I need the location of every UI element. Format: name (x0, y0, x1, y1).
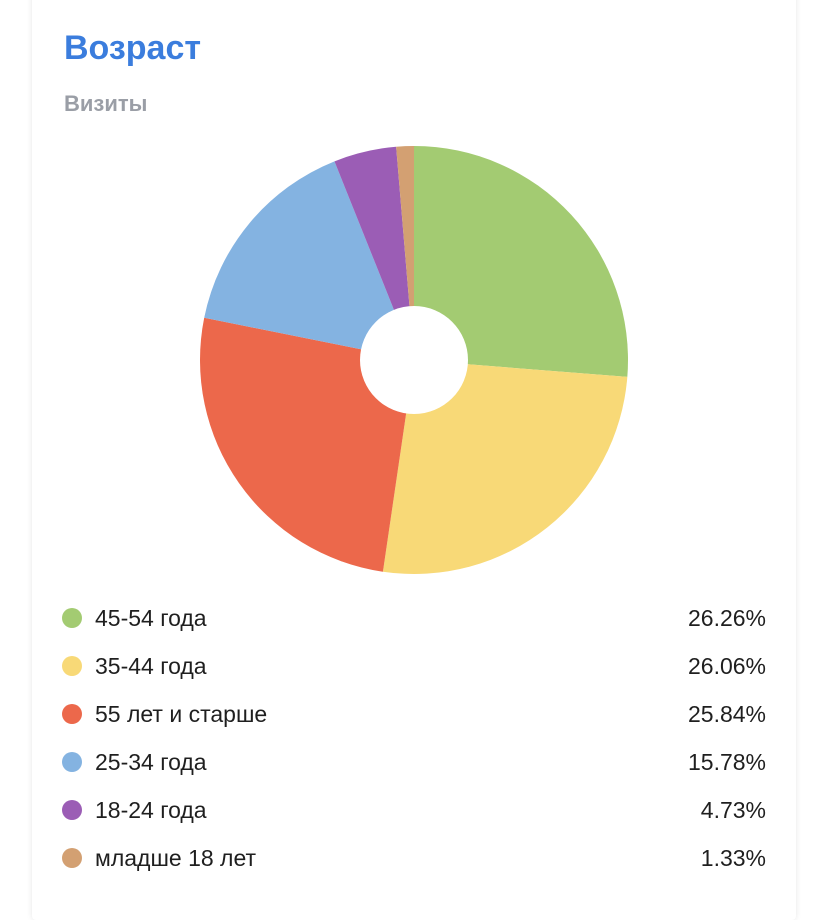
legend-color-dot (62, 704, 82, 724)
chart-title: Возраст (64, 29, 202, 67)
pie-slice[interactable] (204, 161, 414, 360)
legend-color-dot (62, 656, 82, 676)
legend-item[interactable]: 55 лет и старше 25.84% (62, 690, 766, 738)
legend-value: 25.84% (687, 700, 766, 727)
legend-item[interactable]: 35-44 года 26.06% (62, 642, 766, 690)
pie-slice[interactable] (382, 360, 628, 574)
legend-color-dot (62, 752, 82, 772)
legend-value: 4.73% (700, 796, 766, 823)
legend-label: 55 лет и старше (95, 700, 268, 727)
legend-value: 15.78% (687, 748, 766, 775)
age-pie-chart (200, 146, 628, 574)
pie-slice[interactable] (334, 146, 414, 360)
legend-value: 1.33% (700, 844, 766, 871)
pie-slice[interactable] (414, 146, 628, 377)
legend-item[interactable]: 45-54 года 26.26% (62, 594, 766, 642)
legend-item[interactable]: младше 18 лет 1.33% (62, 834, 766, 882)
legend-label: младше 18 лет (95, 844, 257, 871)
legend-item[interactable]: 25-34 года 15.78% (62, 738, 766, 786)
chart-legend: 45-54 года 26.26% 35-44 года 26.06% 55 лет и… (62, 594, 766, 882)
legend-label: 45-54 года (95, 604, 207, 631)
legend-label: 25-34 года (95, 748, 207, 775)
chart-subtitle: Визиты (64, 91, 148, 116)
legend-item[interactable]: 18-24 года 4.73% (62, 786, 766, 834)
legend-color-dot (62, 800, 82, 820)
donut-hole (360, 306, 468, 414)
legend-label: 35-44 года (95, 652, 207, 679)
legend-value: 26.06% (687, 652, 766, 679)
legend-color-dot (62, 608, 82, 628)
legend-value: 26.26% (687, 604, 766, 631)
legend-color-dot (62, 848, 82, 868)
pie-slice[interactable] (200, 317, 414, 572)
legend-label: 18-24 года (95, 796, 207, 823)
